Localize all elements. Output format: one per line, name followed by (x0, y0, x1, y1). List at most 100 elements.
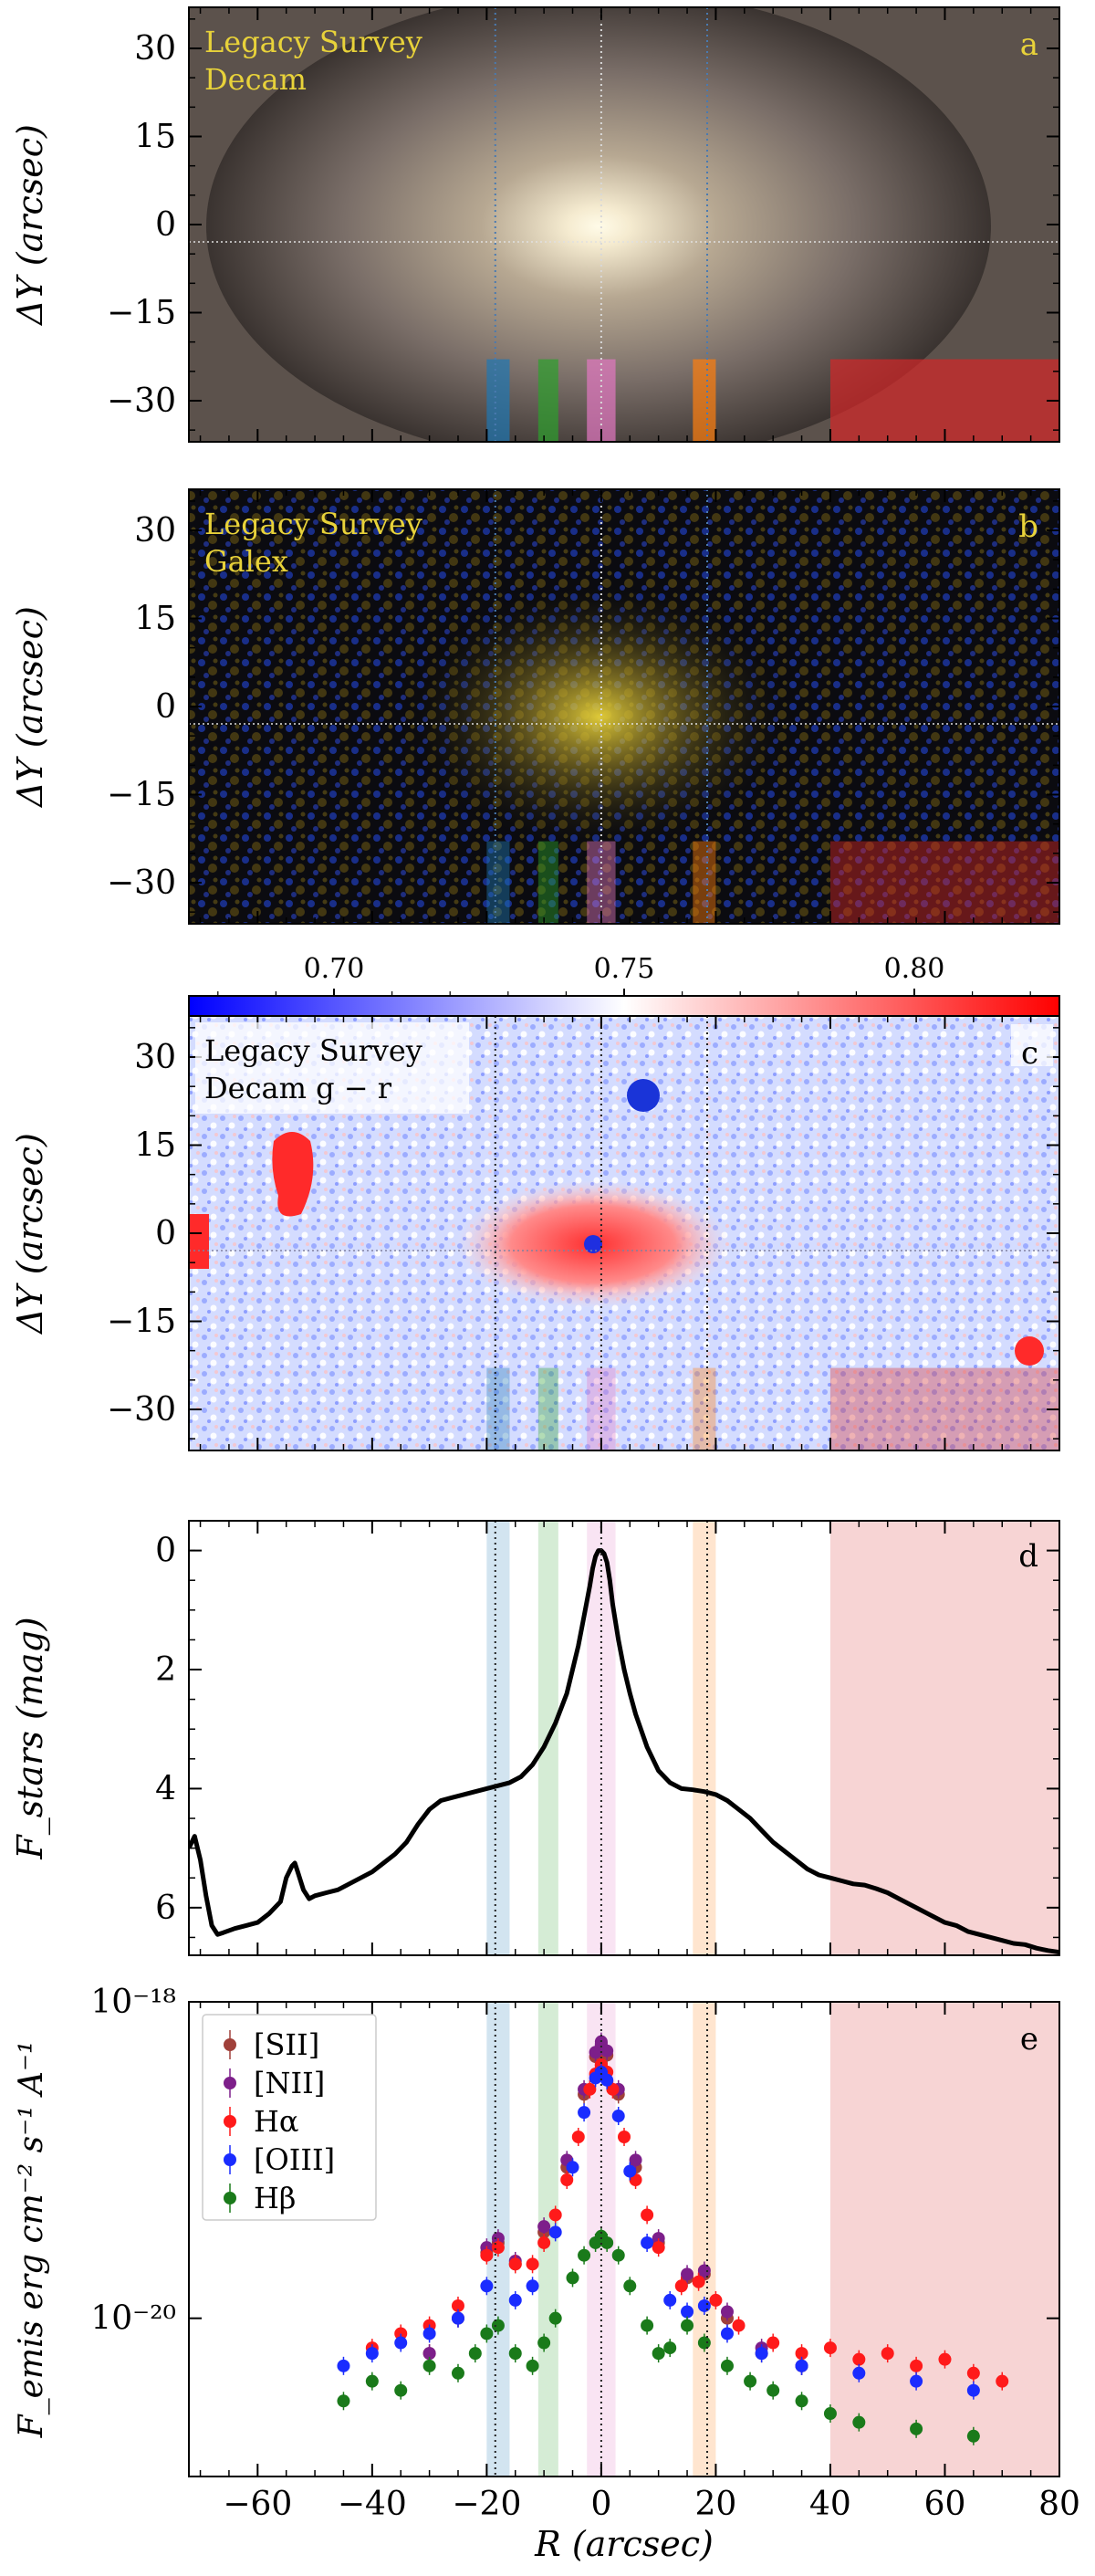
data-point (910, 2374, 923, 2388)
c-orange-region (693, 1367, 716, 1450)
y-tick-label: 0 (155, 688, 176, 726)
data-point (681, 2319, 694, 2332)
data-point (720, 2359, 734, 2372)
panel-e-legend: [SII] [NII] Hα[OIII] Hβ (202, 2014, 377, 2221)
legend-label: Hβ (254, 2181, 296, 2215)
data-point (966, 2429, 980, 2443)
y-tick-label: −30 (107, 382, 176, 420)
data-point (537, 2220, 551, 2234)
panel-e-x-ticks: −60 −40 −20 0 20 40 60 80 (199, 2002, 1080, 2523)
panel-a-annotation-line2: Decam (204, 62, 307, 97)
data-point (451, 2366, 464, 2380)
panel-c-red-spot (1015, 1336, 1044, 1366)
b-green-region (537, 841, 558, 924)
panel-a-annotation-line1: Legacy Survey (204, 25, 422, 59)
panel-e-points (337, 2032, 1009, 2445)
e-red-region (829, 2002, 1059, 2477)
y-tick-label: −15 (107, 1303, 176, 1340)
panel-c-annotation-line1: Legacy Survey (204, 1033, 422, 1068)
panel-e-label: e (1020, 2021, 1038, 2058)
y-tick-label: 10⁻¹⁸ (90, 1984, 176, 2021)
data-point (394, 2327, 408, 2340)
panel-a-x-ticks (199, 7, 1060, 442)
data-point (966, 2366, 980, 2380)
panel-d-stars-line (189, 1548, 1059, 1955)
panel-b-vlines (494, 489, 709, 924)
data-point (468, 2347, 482, 2361)
d-orange-region (693, 1521, 716, 1955)
data-point (697, 2264, 711, 2278)
legend-marker (224, 2192, 236, 2204)
data-point (422, 2327, 436, 2340)
data-point (508, 2293, 522, 2307)
panel-d-vlines (494, 1521, 709, 1955)
x-tick-label: 20 (695, 2486, 737, 2523)
data-point (365, 2374, 379, 2388)
y-tick-label: 0 (155, 206, 176, 244)
y-tick-label: 10⁻²⁰ (90, 2300, 176, 2338)
data-point (571, 2131, 585, 2144)
data-point (732, 2319, 746, 2332)
c-blue-region (486, 1367, 510, 1450)
panel-d-background (189, 1521, 1059, 1955)
x-tick-label: −40 (338, 2486, 407, 2523)
data-point (910, 2422, 923, 2435)
data-point (583, 2082, 597, 2096)
y-tick-label: 30 (134, 30, 176, 68)
panel-d-regions (486, 1521, 1059, 1955)
panel-c-ylabel: ΔY (arcsec) (10, 1133, 50, 1335)
colorbar-tick-label: 0.70 (304, 953, 365, 985)
data-point (996, 2374, 1009, 2388)
panel-b: 30 15 0 −15 −30 Legacy Survey Galex b ΔY (ar… (10, 488, 1060, 925)
legend-label: Hα (254, 2104, 299, 2139)
data-point (623, 2279, 637, 2293)
y-tick-label: 30 (134, 1039, 176, 1076)
data-point (480, 2327, 494, 2340)
data-point (548, 2208, 562, 2222)
y-tick-label: 6 (155, 1890, 176, 1927)
data-point (600, 2073, 614, 2087)
data-point (451, 2299, 464, 2312)
c-red-region (829, 1367, 1059, 1450)
panel-b-annotation-line1: Legacy Survey (204, 507, 422, 541)
legend-label: [NII] (254, 2066, 325, 2100)
panel-a-galaxy (206, 7, 991, 442)
data-point (491, 2319, 505, 2332)
panel-a-y-ticks: 30 15 0 −15 −30 (107, 18, 1059, 431)
panel-d-frame (188, 1520, 1060, 1956)
data-point (966, 2383, 980, 2397)
data-point (491, 2241, 505, 2255)
x-tick-label: 0 (590, 2486, 611, 2523)
data-point (629, 2153, 642, 2167)
y-tick-label: 30 (134, 512, 176, 550)
d-red-region (829, 1521, 1059, 1955)
legend-marker (224, 2038, 236, 2051)
panel-c-vlines (494, 1016, 709, 1450)
data-point (663, 2293, 677, 2307)
panel-d-y-ticks: 0 2 4 6 (155, 1520, 1059, 1939)
data-point (663, 2341, 677, 2355)
panel-a-ylabel: ΔY (arcsec) (10, 124, 50, 327)
a-orange-region (693, 359, 716, 442)
panel-c-annotation-line2: Decam g − r (204, 1071, 392, 1105)
data-point (537, 2236, 551, 2249)
panel-a-label: a (1020, 26, 1038, 63)
panel-e: 10⁻¹⁸ 10⁻²⁰ −60 −40 −20 0 20 40 60 80 [SII] [NII]… (13, 1984, 1080, 2564)
data-point (652, 2241, 665, 2255)
data-point (795, 2394, 808, 2408)
data-point (697, 2299, 711, 2312)
data-point (823, 2341, 837, 2355)
data-point (548, 2225, 562, 2239)
data-point (881, 2347, 894, 2361)
panel-c-label: c (1021, 1035, 1038, 1072)
panel-c-blue-blob (627, 1079, 660, 1112)
data-point (365, 2347, 379, 2361)
data-point (578, 2106, 591, 2120)
data-point (422, 2347, 436, 2361)
data-point (548, 2311, 562, 2325)
colorbar-ticks: 0.70 0.75 0.80 (217, 953, 1031, 996)
data-point (394, 2336, 408, 2350)
data-point (641, 2319, 654, 2332)
legend-marker (224, 2115, 236, 2128)
